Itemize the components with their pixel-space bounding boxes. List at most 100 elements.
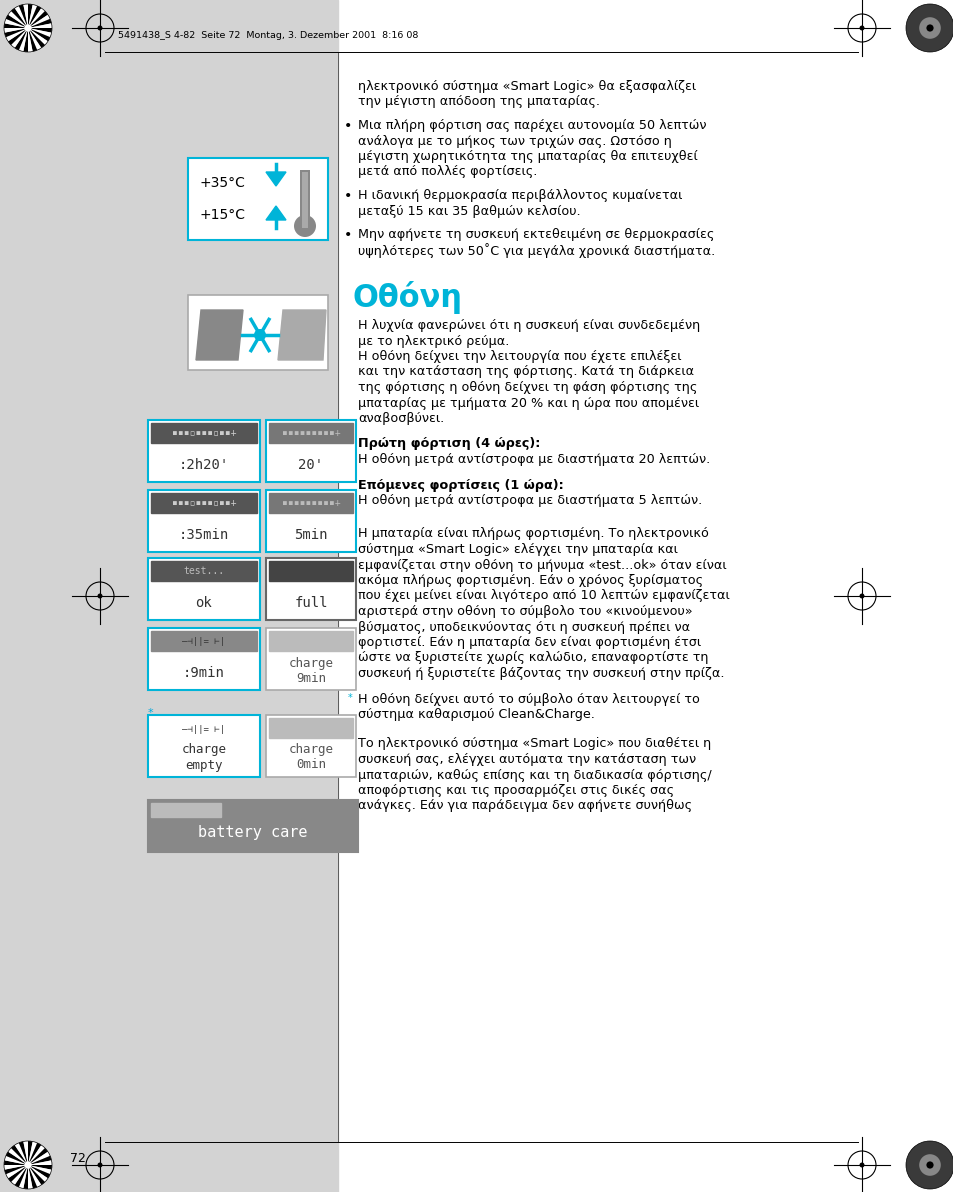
Polygon shape (195, 310, 243, 360)
Text: ανάλογα με το μήκος των τριχών σας. Ωστόσο η: ανάλογα με το μήκος των τριχών σας. Ωστό… (357, 135, 671, 148)
Polygon shape (28, 1143, 41, 1165)
Polygon shape (28, 27, 41, 50)
Polygon shape (28, 1156, 51, 1165)
Text: •: • (344, 119, 352, 134)
Bar (269, 718, 353, 738)
Text: :2h20': :2h20' (178, 458, 229, 472)
Text: ▪▪▪▫▪▪▪▫▪▪+: ▪▪▪▫▪▪▪▫▪▪+ (172, 498, 236, 508)
Polygon shape (266, 172, 286, 186)
Polygon shape (28, 1165, 52, 1169)
Circle shape (925, 1161, 933, 1168)
Text: Η οθόνη δείχνει την λειτουργία που έχετε επιλέξει: Η οθόνη δείχνει την λειτουργία που έχετε… (357, 350, 680, 364)
Polygon shape (28, 14, 51, 27)
Polygon shape (8, 27, 28, 45)
Text: Η ιδανική θερμοκρασία περιβάλλοντος κυμαίνεται: Η ιδανική θερμοκρασία περιβάλλοντος κυμα… (357, 190, 681, 201)
Text: μπαταριών, καθώς επίσης και τη διαδικασία φόρτισης/: μπαταριών, καθώς επίσης και τη διαδικασί… (357, 769, 711, 782)
Text: charge: charge (288, 744, 334, 757)
Text: μεταξύ 15 και 35 βαθμών κελσίου.: μεταξύ 15 και 35 βαθμών κελσίου. (357, 205, 580, 217)
Text: +35°C: +35°C (200, 176, 246, 190)
FancyBboxPatch shape (188, 159, 328, 240)
Text: συσκευή ή ξυριστείτε βάζοντας την συσκευή στην πρίζα.: συσκευή ή ξυριστείτε βάζοντας την συσκευ… (357, 668, 723, 679)
Polygon shape (28, 1151, 51, 1165)
Text: σύστημα «Smart Logic» ελέγχει την μπαταρία και: σύστημα «Smart Logic» ελέγχει την μπαταρ… (357, 544, 678, 555)
Polygon shape (28, 4, 32, 27)
Circle shape (253, 329, 266, 341)
Polygon shape (28, 1165, 41, 1187)
Polygon shape (28, 27, 51, 42)
Text: +15°C: +15°C (200, 207, 246, 222)
Polygon shape (28, 27, 37, 51)
Polygon shape (28, 1165, 32, 1188)
Circle shape (859, 1162, 863, 1167)
Text: που έχει μείνει είναι λιγότερο από 10 λεπτών εμφανίζεται: που έχει μείνει είναι λιγότερο από 10 λε… (357, 590, 729, 602)
Text: 5min: 5min (294, 528, 328, 541)
Polygon shape (11, 1146, 28, 1165)
Polygon shape (5, 27, 28, 37)
Text: αποφόρτισης και τις προσαρμόζει στις δικές σας: αποφόρτισης και τις προσαρμόζει στις δικ… (357, 784, 674, 797)
Polygon shape (28, 1165, 37, 1188)
Text: αριστερά στην οθόνη το σύμβολο του «κινούμενου»: αριστερά στην οθόνη το σύμβολο του «κινο… (357, 606, 692, 617)
Polygon shape (23, 1141, 28, 1165)
Text: 9min: 9min (295, 671, 326, 684)
Circle shape (97, 25, 102, 31)
Text: και την κατάσταση της φόρτισης. Κατά τη διάρκεια: και την κατάσταση της φόρτισης. Κατά τη … (357, 366, 694, 379)
Text: •: • (344, 190, 352, 203)
Bar (302, 172, 308, 228)
Polygon shape (28, 24, 52, 27)
Polygon shape (5, 1156, 28, 1165)
Polygon shape (266, 206, 286, 221)
Text: test...: test... (183, 566, 224, 576)
Text: την μέγιστη απόδοση της μπαταρίας.: την μέγιστη απόδοση της μπαταρίας. (357, 95, 599, 108)
Text: ώστε να ξυριστείτε χωρίς καλώδιο, επαναφορτίστε τη: ώστε να ξυριστείτε χωρίς καλώδιο, επαναφ… (357, 652, 708, 664)
Text: 20': 20' (298, 458, 323, 472)
Text: •: • (344, 228, 352, 242)
Text: ok: ok (195, 596, 213, 609)
Text: full: full (294, 596, 328, 609)
Polygon shape (19, 27, 28, 51)
Polygon shape (28, 1148, 48, 1165)
Circle shape (919, 17, 940, 39)
Polygon shape (14, 1165, 28, 1187)
Polygon shape (14, 1143, 28, 1165)
Text: ▪▪▪▫▪▪▪▫▪▪+: ▪▪▪▫▪▪▪▫▪▪+ (172, 428, 236, 437)
Text: ▪▪▪▪▪▪▪▪▪+: ▪▪▪▪▪▪▪▪▪+ (281, 498, 340, 508)
Text: σύστημα καθαρισμού Clean&Charge.: σύστημα καθαρισμού Clean&Charge. (357, 708, 595, 721)
Text: Η οθόνη δείχνει αυτό το σύμβολο όταν λειτουργεί το: Η οθόνη δείχνει αυτό το σύμβολο όταν λει… (357, 693, 700, 706)
Text: της φόρτισης η οθόνη δείχνει τη φάση φόρτισης της: της φόρτισης η οθόνη δείχνει τη φάση φόρ… (357, 381, 697, 395)
Text: Μην αφήνετε τη συσκευή εκτεθειμένη σε θερμοκρασίες: Μην αφήνετε τη συσκευή εκτεθειμένη σε θε… (357, 228, 714, 241)
Polygon shape (11, 8, 28, 27)
Circle shape (919, 1154, 940, 1175)
FancyBboxPatch shape (266, 420, 355, 482)
Text: Η οθόνη μετρά αντίστροφα με διαστήματα 5 λεπτών.: Η οθόνη μετρά αντίστροφα με διαστήματα 5… (357, 493, 701, 507)
FancyBboxPatch shape (266, 628, 355, 690)
Polygon shape (28, 19, 51, 27)
Text: μέγιστη χωρητικότητα της μπαταρίας θα επιτευχθεί: μέγιστη χωρητικότητα της μπαταρίας θα επ… (357, 150, 697, 163)
FancyBboxPatch shape (188, 294, 328, 370)
Text: *: * (148, 708, 153, 718)
Text: battery care: battery care (198, 825, 308, 839)
Bar (151, 423, 256, 443)
Polygon shape (28, 11, 48, 27)
Text: :35min: :35min (178, 528, 229, 541)
Text: Πρώτη φόρτιση (4 ώρες):: Πρώτη φόρτιση (4 ώρες): (357, 437, 539, 451)
FancyBboxPatch shape (266, 558, 355, 620)
Polygon shape (23, 1165, 28, 1188)
Text: μπαταρίας με τμήματα 20 % και η ώρα που απομένει: μπαταρίας με τμήματα 20 % και η ώρα που … (357, 397, 699, 410)
Circle shape (859, 25, 863, 31)
Polygon shape (19, 1165, 28, 1188)
Polygon shape (28, 5, 37, 27)
Text: Επόμενες φορτίσεις (1 ώρα):: Επόμενες φορτίσεις (1 ώρα): (357, 478, 563, 491)
Circle shape (25, 24, 31, 32)
Bar (151, 561, 256, 581)
Circle shape (97, 1162, 102, 1167)
Text: υψηλότερες των 50˚C για μεγάλα χρονικά διαστήματα.: υψηλότερες των 50˚C για μεγάλα χρονικά δ… (357, 243, 715, 259)
Text: :9min: :9min (183, 665, 225, 679)
Polygon shape (28, 1141, 32, 1165)
Polygon shape (4, 1165, 28, 1169)
Circle shape (294, 215, 315, 237)
Text: —⊣||= ⊢|: —⊣||= ⊢| (182, 637, 225, 646)
Polygon shape (28, 27, 51, 37)
Text: μετά από πολλές φορτίσεις.: μετά από πολλές φορτίσεις. (357, 166, 537, 179)
Circle shape (25, 1161, 31, 1168)
Polygon shape (11, 27, 28, 48)
